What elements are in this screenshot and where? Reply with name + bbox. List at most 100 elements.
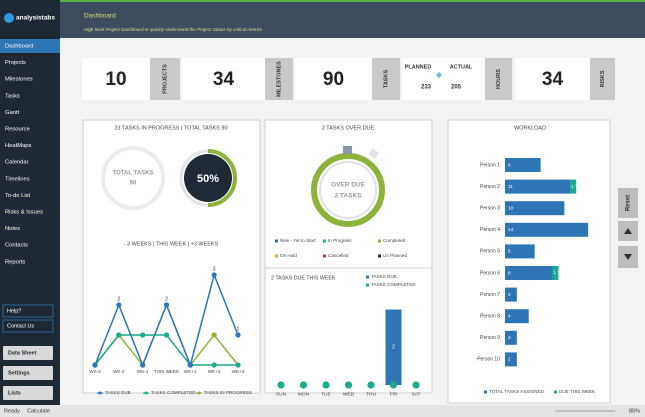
top-line (0, 0, 645, 2)
point (235, 332, 241, 338)
ring-inner (319, 161, 377, 219)
percent-arc (207, 149, 237, 207)
ring-tab (343, 146, 352, 154)
x-tick-label: FRI (390, 391, 398, 397)
y-tick-label: Person 5 (480, 249, 500, 255)
hours-planned: 233 (421, 85, 432, 91)
point (187, 362, 193, 368)
sheet-button[interactable] (3, 366, 53, 380)
menu-item[interactable]: To-do List (5, 193, 31, 199)
menu-item[interactable]: Timelines (5, 176, 30, 182)
x-tick-label: WK+3 (232, 369, 245, 374)
status-bar (0, 405, 645, 417)
legend-label: In Progress (328, 238, 352, 243)
ring-value: 90 (130, 181, 137, 187)
help-box[interactable] (2, 304, 54, 318)
bar (385, 309, 402, 385)
legend-swatch (275, 254, 278, 258)
data-label: 1 (237, 326, 240, 332)
legend-swatch (484, 390, 487, 394)
point (92, 362, 98, 368)
y-tick-label: Person 6 (480, 270, 500, 276)
menu-item[interactable]: Milestones (5, 77, 33, 83)
status-ready: Ready (4, 408, 20, 414)
point (277, 381, 285, 389)
x-tick-label: MON (298, 391, 310, 397)
x-tick-label: WK+2 (208, 369, 221, 374)
panel (264, 119, 433, 394)
percent-label: 50% (197, 173, 219, 185)
point (412, 381, 420, 389)
chart-title: 2 TASKS DUE THIS WEEK (271, 275, 336, 281)
legend-label: TASKS DUE (371, 274, 397, 279)
bar (505, 244, 535, 259)
x-tick-label: THIS WEEK (154, 369, 180, 374)
kpi-box (295, 58, 372, 100)
menu-item[interactable]: HeatMaps (5, 143, 32, 149)
menu-item[interactable]: Contacts (5, 243, 28, 249)
menu-item[interactable]: Gantt (5, 110, 20, 116)
x-tick-label: TUE (321, 391, 331, 397)
legend-label: Cancelled (328, 253, 349, 258)
kpi-label-box (590, 58, 615, 100)
legend-label: DUE THIS WEEK (559, 389, 596, 394)
ring (101, 146, 165, 210)
y-tick-label: Person 9 (480, 335, 500, 341)
sheet-label: Lists (8, 390, 21, 396)
data-label: 2 (508, 292, 511, 298)
legend-label: TASKS IN PROGRESS (204, 390, 252, 395)
data-label: 3 (213, 266, 216, 272)
y-tick-label: Person 4 (480, 227, 500, 233)
data-label: 1 Task (571, 184, 584, 189)
bar (505, 158, 541, 172)
hours-planned-label: PLANNED (405, 64, 432, 70)
legend-marker (197, 391, 201, 395)
data-label: 4 (508, 313, 511, 319)
menu-active (0, 39, 60, 53)
sheet-button[interactable] (3, 346, 53, 360)
point (116, 302, 122, 308)
menu-item[interactable]: Risks & Issues (5, 210, 43, 216)
x-tick-label: WK+1 (184, 369, 197, 374)
page-subtitle: High level Project Dashboard to quickly … (84, 27, 263, 32)
data-label: 1 Task (554, 270, 567, 275)
legend-label: Un Planned (383, 253, 407, 258)
kpi-label: PROJECTS (162, 64, 168, 94)
y-tick-label: Person 2 (480, 184, 500, 190)
legend-swatch (323, 239, 326, 243)
data-label: 2 (508, 357, 511, 363)
x-tick-label: WK-1 (137, 369, 149, 374)
down-arrow (624, 254, 632, 260)
sheet-button[interactable] (3, 386, 53, 400)
status-calculate: Calculate (27, 408, 50, 414)
data-label: 2 (117, 296, 120, 302)
kpi-label-box (485, 58, 512, 100)
point (211, 362, 217, 368)
menu-item[interactable]: Reports (5, 259, 25, 265)
menu-item[interactable]: Resource (5, 127, 30, 133)
x-tick-label: THU (366, 391, 376, 397)
hours-actual: 205 (451, 85, 462, 91)
legend-label: Completed (383, 238, 406, 243)
percent-disc (184, 154, 232, 202)
y-tick-label: Person 8 (480, 314, 500, 320)
menu-item[interactable]: Notes (5, 226, 20, 232)
kpi-value: 90 (323, 69, 344, 90)
ring-tab (368, 148, 379, 159)
menu-item[interactable]: Tasks (5, 93, 20, 99)
bar (570, 179, 577, 194)
help-box[interactable] (2, 319, 54, 333)
logo: analysistabs (16, 15, 55, 22)
menu-item[interactable]: Calendar (5, 160, 29, 166)
data-label: 8 (508, 270, 511, 276)
bar (552, 266, 559, 280)
kpi-value: 34 (213, 69, 235, 90)
menu-item[interactable]: Projects (5, 60, 26, 66)
help-item: Contact Us (7, 323, 34, 329)
legend-marker (144, 391, 148, 395)
reset-button[interactable] (618, 188, 638, 218)
data-label: 2 (508, 335, 511, 341)
x-tick-label: WK-2 (113, 369, 125, 374)
menu-item[interactable]: Dashboard (5, 44, 33, 50)
